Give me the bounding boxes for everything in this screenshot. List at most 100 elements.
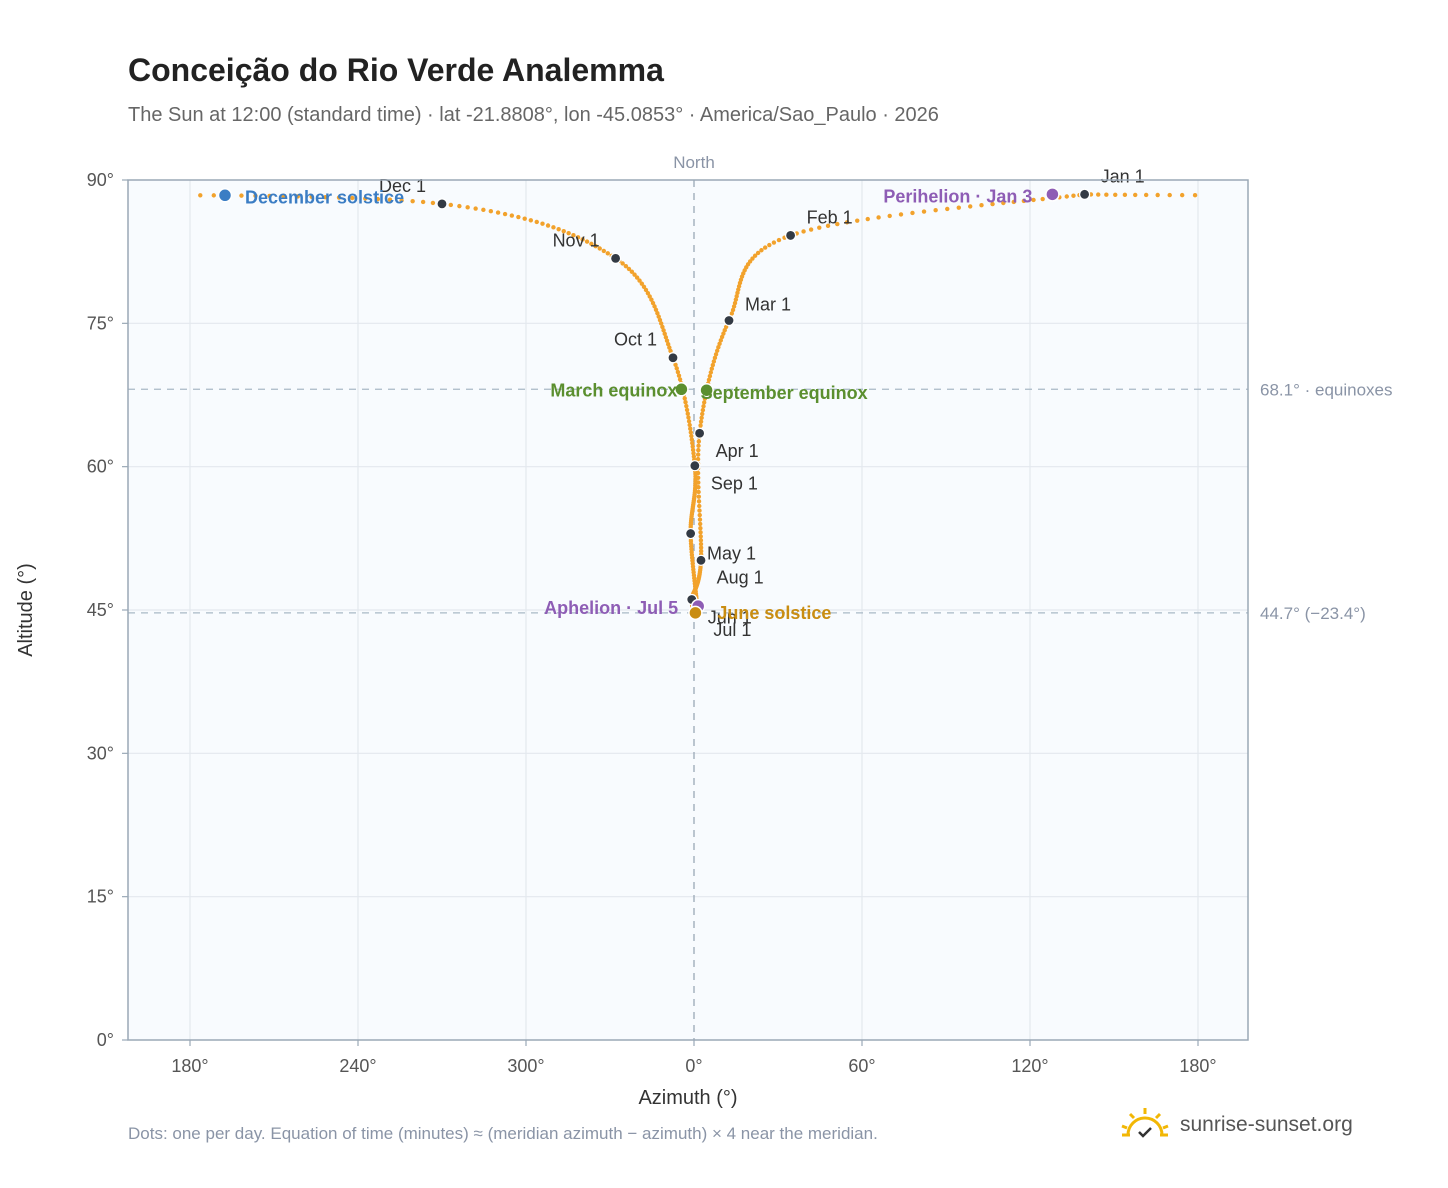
- day-dot: [682, 396, 687, 401]
- day-dot: [700, 407, 706, 413]
- day-dot: [698, 534, 703, 539]
- day-dot: [626, 266, 632, 272]
- day-dot: [722, 328, 727, 333]
- day-dot: [695, 456, 701, 462]
- day-dot: [509, 213, 515, 218]
- day-dot: [712, 355, 718, 361]
- day-dot: [771, 240, 777, 245]
- day-dot: [776, 237, 782, 243]
- day-dot: [698, 419, 704, 424]
- day-dot: [1096, 192, 1101, 197]
- day-dot: [736, 287, 741, 292]
- day-dot: [663, 335, 669, 340]
- day-dot: [691, 451, 696, 456]
- day-dot: [623, 263, 629, 269]
- month-marker: [689, 460, 701, 472]
- day-dot: [675, 369, 681, 375]
- day-dot: [657, 317, 663, 323]
- day-dot: [652, 304, 657, 309]
- day-dot: [516, 214, 521, 220]
- day-dot: [844, 220, 850, 225]
- day-dot: [713, 352, 719, 357]
- day-dot: [767, 242, 772, 248]
- day-dot: [676, 373, 682, 378]
- day-dot: [689, 433, 694, 439]
- day-dot: [687, 422, 692, 428]
- y-tick-label: 90°: [87, 170, 114, 190]
- day-dot: [731, 304, 737, 309]
- month-marker: [723, 314, 735, 327]
- day-dot: [716, 345, 721, 350]
- day-dot: [1071, 193, 1076, 198]
- day-dot: [684, 407, 690, 413]
- day-dot: [653, 307, 659, 312]
- day-dot: [697, 508, 702, 513]
- day-dot: [696, 443, 701, 448]
- x-tick-label: 300°: [507, 1056, 544, 1076]
- day-dot: [620, 261, 625, 266]
- day-dot: [656, 314, 661, 319]
- day-dot: [702, 400, 707, 405]
- day-dot: [660, 324, 665, 330]
- day-dot: [697, 512, 702, 518]
- day-dot: [659, 321, 664, 326]
- month-marker: [436, 198, 448, 210]
- day-dot: [817, 225, 822, 230]
- day-dot: [698, 525, 703, 531]
- day-dot: [710, 362, 716, 368]
- day-dot: [239, 193, 244, 198]
- day-dot: [430, 200, 436, 206]
- day-dot: [1011, 199, 1016, 205]
- month-marker-label: May 1: [707, 543, 756, 563]
- day-dot: [684, 403, 689, 409]
- month-marker: [1078, 188, 1091, 200]
- brand[interactable]: sunrise-sunset.org: [1118, 1100, 1353, 1150]
- month-marker-label: Aug 1: [717, 568, 764, 588]
- day-dot: [696, 439, 702, 444]
- day-dot: [707, 373, 713, 379]
- day-dot: [1021, 198, 1027, 204]
- day-dot: [309, 194, 314, 199]
- day-dot: [534, 219, 539, 225]
- day-dot: [674, 366, 679, 371]
- month-marker-label: Sep 1: [711, 474, 758, 494]
- month-marker: [784, 229, 797, 242]
- month-marker: [685, 527, 697, 540]
- day-dot: [698, 530, 703, 535]
- day-dot: [561, 228, 566, 234]
- day-dot: [551, 225, 556, 230]
- event-label: December solstice: [245, 187, 404, 207]
- day-dot: [465, 205, 470, 210]
- day-dot: [363, 196, 368, 201]
- day-dot: [729, 311, 735, 316]
- month-marker-label: Jun 1: [708, 607, 752, 627]
- day-dot: [198, 193, 203, 198]
- day-dot: [1122, 192, 1128, 198]
- x-axis-title: Azimuth (°): [638, 1087, 737, 1109]
- day-dot: [295, 194, 300, 199]
- day-dot: [662, 331, 667, 337]
- y-tick-label: 60°: [87, 457, 114, 477]
- day-dot: [1143, 192, 1149, 198]
- y-axis-ticks: 0° 15° 30° 45° 60° 75° 90°: [87, 170, 128, 1050]
- day-dot: [495, 210, 501, 215]
- day-dot: [730, 307, 736, 313]
- day-dot: [641, 284, 647, 289]
- month-marker-label: Mar 1: [745, 294, 791, 314]
- day-dot: [664, 338, 670, 343]
- day-dot: [689, 437, 695, 442]
- x-tick-label: 60°: [848, 1056, 875, 1076]
- event-marker: [699, 382, 714, 398]
- day-dot: [736, 284, 742, 289]
- day-dot: [825, 223, 831, 229]
- day-dot: [698, 538, 704, 543]
- event-label: September equinox: [701, 383, 868, 403]
- day-dot: [709, 366, 715, 371]
- day-dot: [677, 377, 683, 382]
- x-tick-label: 240°: [339, 1056, 376, 1076]
- brand-name[interactable]: sunrise-sunset.org: [1180, 1113, 1353, 1136]
- day-dot: [643, 287, 649, 293]
- north-label: North: [673, 153, 715, 172]
- month-marker: [609, 252, 622, 264]
- day-dot: [410, 198, 415, 204]
